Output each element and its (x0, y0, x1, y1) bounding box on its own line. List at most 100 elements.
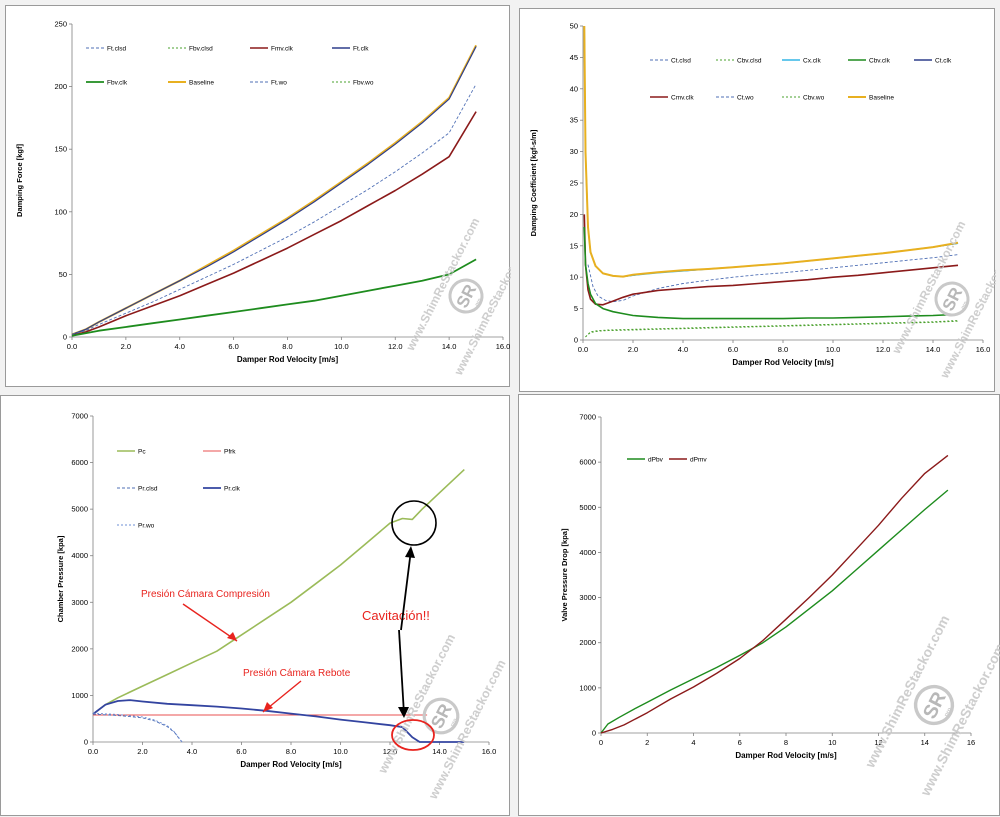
y-axis-title: Damping Coefficient [kgf-s/m] (529, 129, 538, 236)
valve-pressure-drop-chart: 0 1000 2000 3000 4000 5000 6000 7000 0 2 4 6 8 10 12 14… (560, 413, 1000, 800)
series-line-fbv-clk (71, 258, 477, 337)
y-tick-label: 150 (54, 145, 67, 154)
x-axis-title: Damper Rod Velocity [m/s] (240, 760, 342, 769)
y-tick-label: 5000 (579, 503, 596, 512)
cavitation-arrowhead-up (405, 546, 415, 558)
series-line-ft-clsd (71, 83, 477, 335)
y-tick-label: 4000 (71, 551, 88, 560)
series-line-ct-wo (587, 254, 959, 303)
legend-label-fmv-clk: Fmv.clk (271, 46, 294, 53)
x-tick-label: 4.0 (678, 345, 688, 354)
watermark-text: www.ShimReStackor.com (862, 613, 952, 771)
x-axis-title: Damper Rod Velocity [m/s] (237, 355, 339, 364)
legend-label-ct-wo: Ct.wo (737, 95, 754, 102)
annotation-compression-arrowhead (227, 632, 237, 641)
series-line-cbv-clk (583, 226, 959, 320)
cavitation-arrow-up (400, 549, 412, 631)
watermark-pro: pro (960, 300, 969, 310)
x-tick-label: 0.0 (578, 345, 588, 354)
x-tick-label: 14.0 (926, 345, 941, 354)
x-tick-label: 14 (921, 738, 929, 747)
x-tick-label: 16 (967, 738, 975, 747)
x-tick-label: 8 (784, 738, 788, 747)
damping-force-chart: 0 50 100 150 200 250 0.0 2.0 4.0 6.0 8.0 10.0 12.0 14… (15, 20, 511, 379)
damping-coefficient-chart: 0 5 10 15 20 25 30 35 40 45 50 0.0 2.0 4.0 6.0 8.0 10.0 1… (529, 22, 996, 382)
y-tick-label: 10 (570, 273, 578, 282)
y-tick-label: 3000 (71, 598, 88, 607)
x-tick-label: 10 (828, 738, 836, 747)
y-tick-label: 0 (592, 729, 596, 738)
x-tick-label: 0.0 (88, 747, 98, 756)
y-tick-label: 1000 (71, 691, 88, 700)
legend-label-ft-wo: Ft.wo (271, 80, 287, 87)
series-line-ft-clk (71, 46, 477, 336)
y-axis-title: Valve Pressure Drop [kpa] (560, 528, 569, 621)
y-tick-label: 0 (63, 333, 67, 342)
y-tick-label: 15 (570, 241, 578, 250)
y-tick-label: 25 (570, 179, 578, 188)
x-tick-label: 8.0 (282, 342, 292, 351)
legend-label-fbv-wo: Fbv.wo (353, 80, 374, 87)
legend-label-pr-clk: Pr.clk (224, 486, 241, 493)
legend-label-ft-clk: Ft.clk (353, 46, 369, 53)
x-tick-label: 12.0 (388, 342, 403, 351)
watermark: www.ShimReStackor.comSRprowww.ShimReStac… (403, 216, 511, 379)
annotation-compression-label: Presión Cámara Compresión (141, 589, 270, 600)
legend-label-fbv-clsd: Fbv.clsd (189, 46, 213, 53)
legend-label-ft-clsd: Ft.clsd (107, 46, 127, 53)
x-tick-label: 4.0 (175, 342, 185, 351)
legend-label-cx-clk: Cx.clk (803, 58, 821, 65)
y-tick-label: 2000 (71, 644, 88, 653)
x-axis-title: Damper Rod Velocity [m/s] (735, 751, 837, 760)
legend-label-pc: Pc (138, 449, 146, 456)
chamber-pressure-panel: 0 1000 2000 3000 4000 5000 6000 7000 0.0 2.0 4.0 6.… (0, 395, 510, 816)
series-line-pr-clsd (92, 713, 183, 743)
x-tick-label: 10.0 (333, 747, 348, 756)
series-line-cbv-clsd (585, 320, 959, 338)
x-axis-title: Damper Rod Velocity [m/s] (732, 358, 834, 367)
watermark: www.ShimReStackor.comSRprowww.ShimReStac… (375, 632, 508, 802)
annotation-rebound-label: Presión Cámara Rebote (243, 668, 351, 679)
x-tick-label: 10.0 (334, 342, 349, 351)
legend-label-dpbv: dPbv (648, 457, 664, 464)
cavitation-circle-compression (391, 500, 437, 546)
legend-label-ct-clsd: Ct.clsd (671, 58, 691, 65)
x-tick-label: 12 (874, 738, 882, 747)
series-line-baseline (71, 44, 477, 336)
y-tick-label: 2000 (579, 638, 596, 647)
legend-label-pr-wo: Pr.wo (138, 523, 155, 530)
series-line-baseline (583, 25, 959, 278)
x-tick-label: 2.0 (628, 345, 638, 354)
y-tick-label: 40 (570, 84, 578, 93)
series-line-pc (92, 469, 465, 715)
y-tick-label: 35 (570, 116, 578, 125)
series-line-fmv-clk (71, 111, 477, 337)
x-tick-label: 16.0 (496, 342, 511, 351)
watermark-pro: pro (474, 297, 483, 307)
y-tick-label: 250 (54, 20, 67, 29)
y-tick-label: 6000 (579, 458, 596, 467)
x-tick-label: 6 (738, 738, 742, 747)
annotation-rebound-arrowhead (263, 702, 273, 712)
legend-label-cbv-clsd: Cbv.clsd (737, 58, 762, 65)
x-tick-label: 2 (645, 738, 649, 747)
y-tick-label: 4000 (579, 548, 596, 557)
y-tick-label: 100 (54, 207, 67, 216)
watermark-ring (448, 278, 484, 314)
y-tick-label: 30 (570, 147, 578, 156)
series-line-pr-wo (92, 712, 183, 743)
y-tick-label: 0 (84, 738, 88, 747)
y-tick-label: 0 (574, 336, 578, 345)
damping-force-panel: 0 50 100 150 200 250 0.0 2.0 4.0 6.0 8.0 10.0 12.0 14… (5, 5, 511, 387)
legend-label-dpmv: dPmv (690, 457, 707, 464)
x-tick-label: 6.0 (228, 342, 238, 351)
cavitation-arrowhead-down (398, 707, 409, 718)
x-tick-label: 10.0 (826, 345, 841, 354)
x-tick-label: 6.0 (728, 345, 738, 354)
y-tick-label: 7000 (579, 413, 596, 422)
x-tick-label: 14.0 (432, 747, 447, 756)
watermark-text: www.ShimReStackor.com (426, 658, 509, 803)
x-tick-label: 0.0 (67, 342, 77, 351)
legend-label-cmv-clk: Cmv.clk (671, 95, 694, 102)
x-tick-label: 8.0 (286, 747, 296, 756)
